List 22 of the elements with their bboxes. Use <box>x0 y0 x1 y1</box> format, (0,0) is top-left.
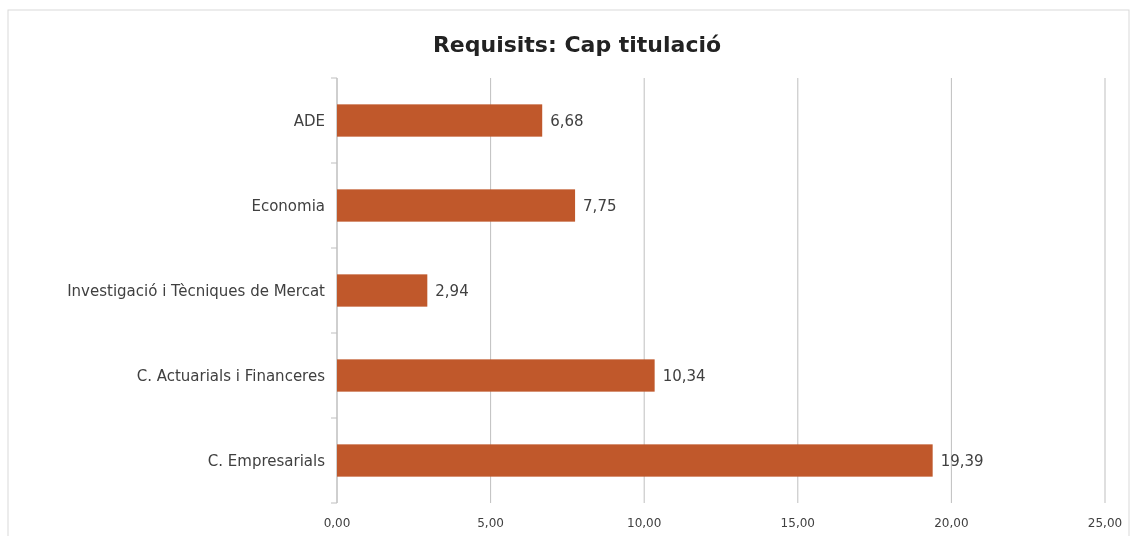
y-tick-label: ADE <box>293 111 325 130</box>
data-label: 7,75 <box>583 196 617 215</box>
x-tick-label: 15,00 <box>780 516 815 530</box>
data-label: 19,39 <box>940 451 984 470</box>
data-label: 10,34 <box>662 366 706 385</box>
x-tick-label: 5,00 <box>477 516 504 530</box>
data-label: 6,68 <box>550 111 584 130</box>
bar <box>337 359 655 392</box>
bar <box>337 104 543 137</box>
y-tick-label: C. Empresarials <box>207 451 326 470</box>
chart-title: Requisits: Cap titulació <box>432 32 722 57</box>
y-tick-label: Investigació i Tècniques de Mercat <box>67 281 326 300</box>
y-tick-label: C. Actuarials i Financeres <box>136 366 326 385</box>
x-tick-label: 10,00 <box>627 516 662 530</box>
x-tick-label: 0,00 <box>323 516 351 530</box>
y-tick-label: Economia <box>251 196 325 215</box>
bar <box>337 274 428 307</box>
bar <box>337 189 576 222</box>
data-label: 2,94 <box>435 281 469 300</box>
x-tick-label: 25,00 <box>1087 516 1123 530</box>
bar <box>337 444 933 477</box>
x-tick-label: 20,00 <box>934 516 969 530</box>
